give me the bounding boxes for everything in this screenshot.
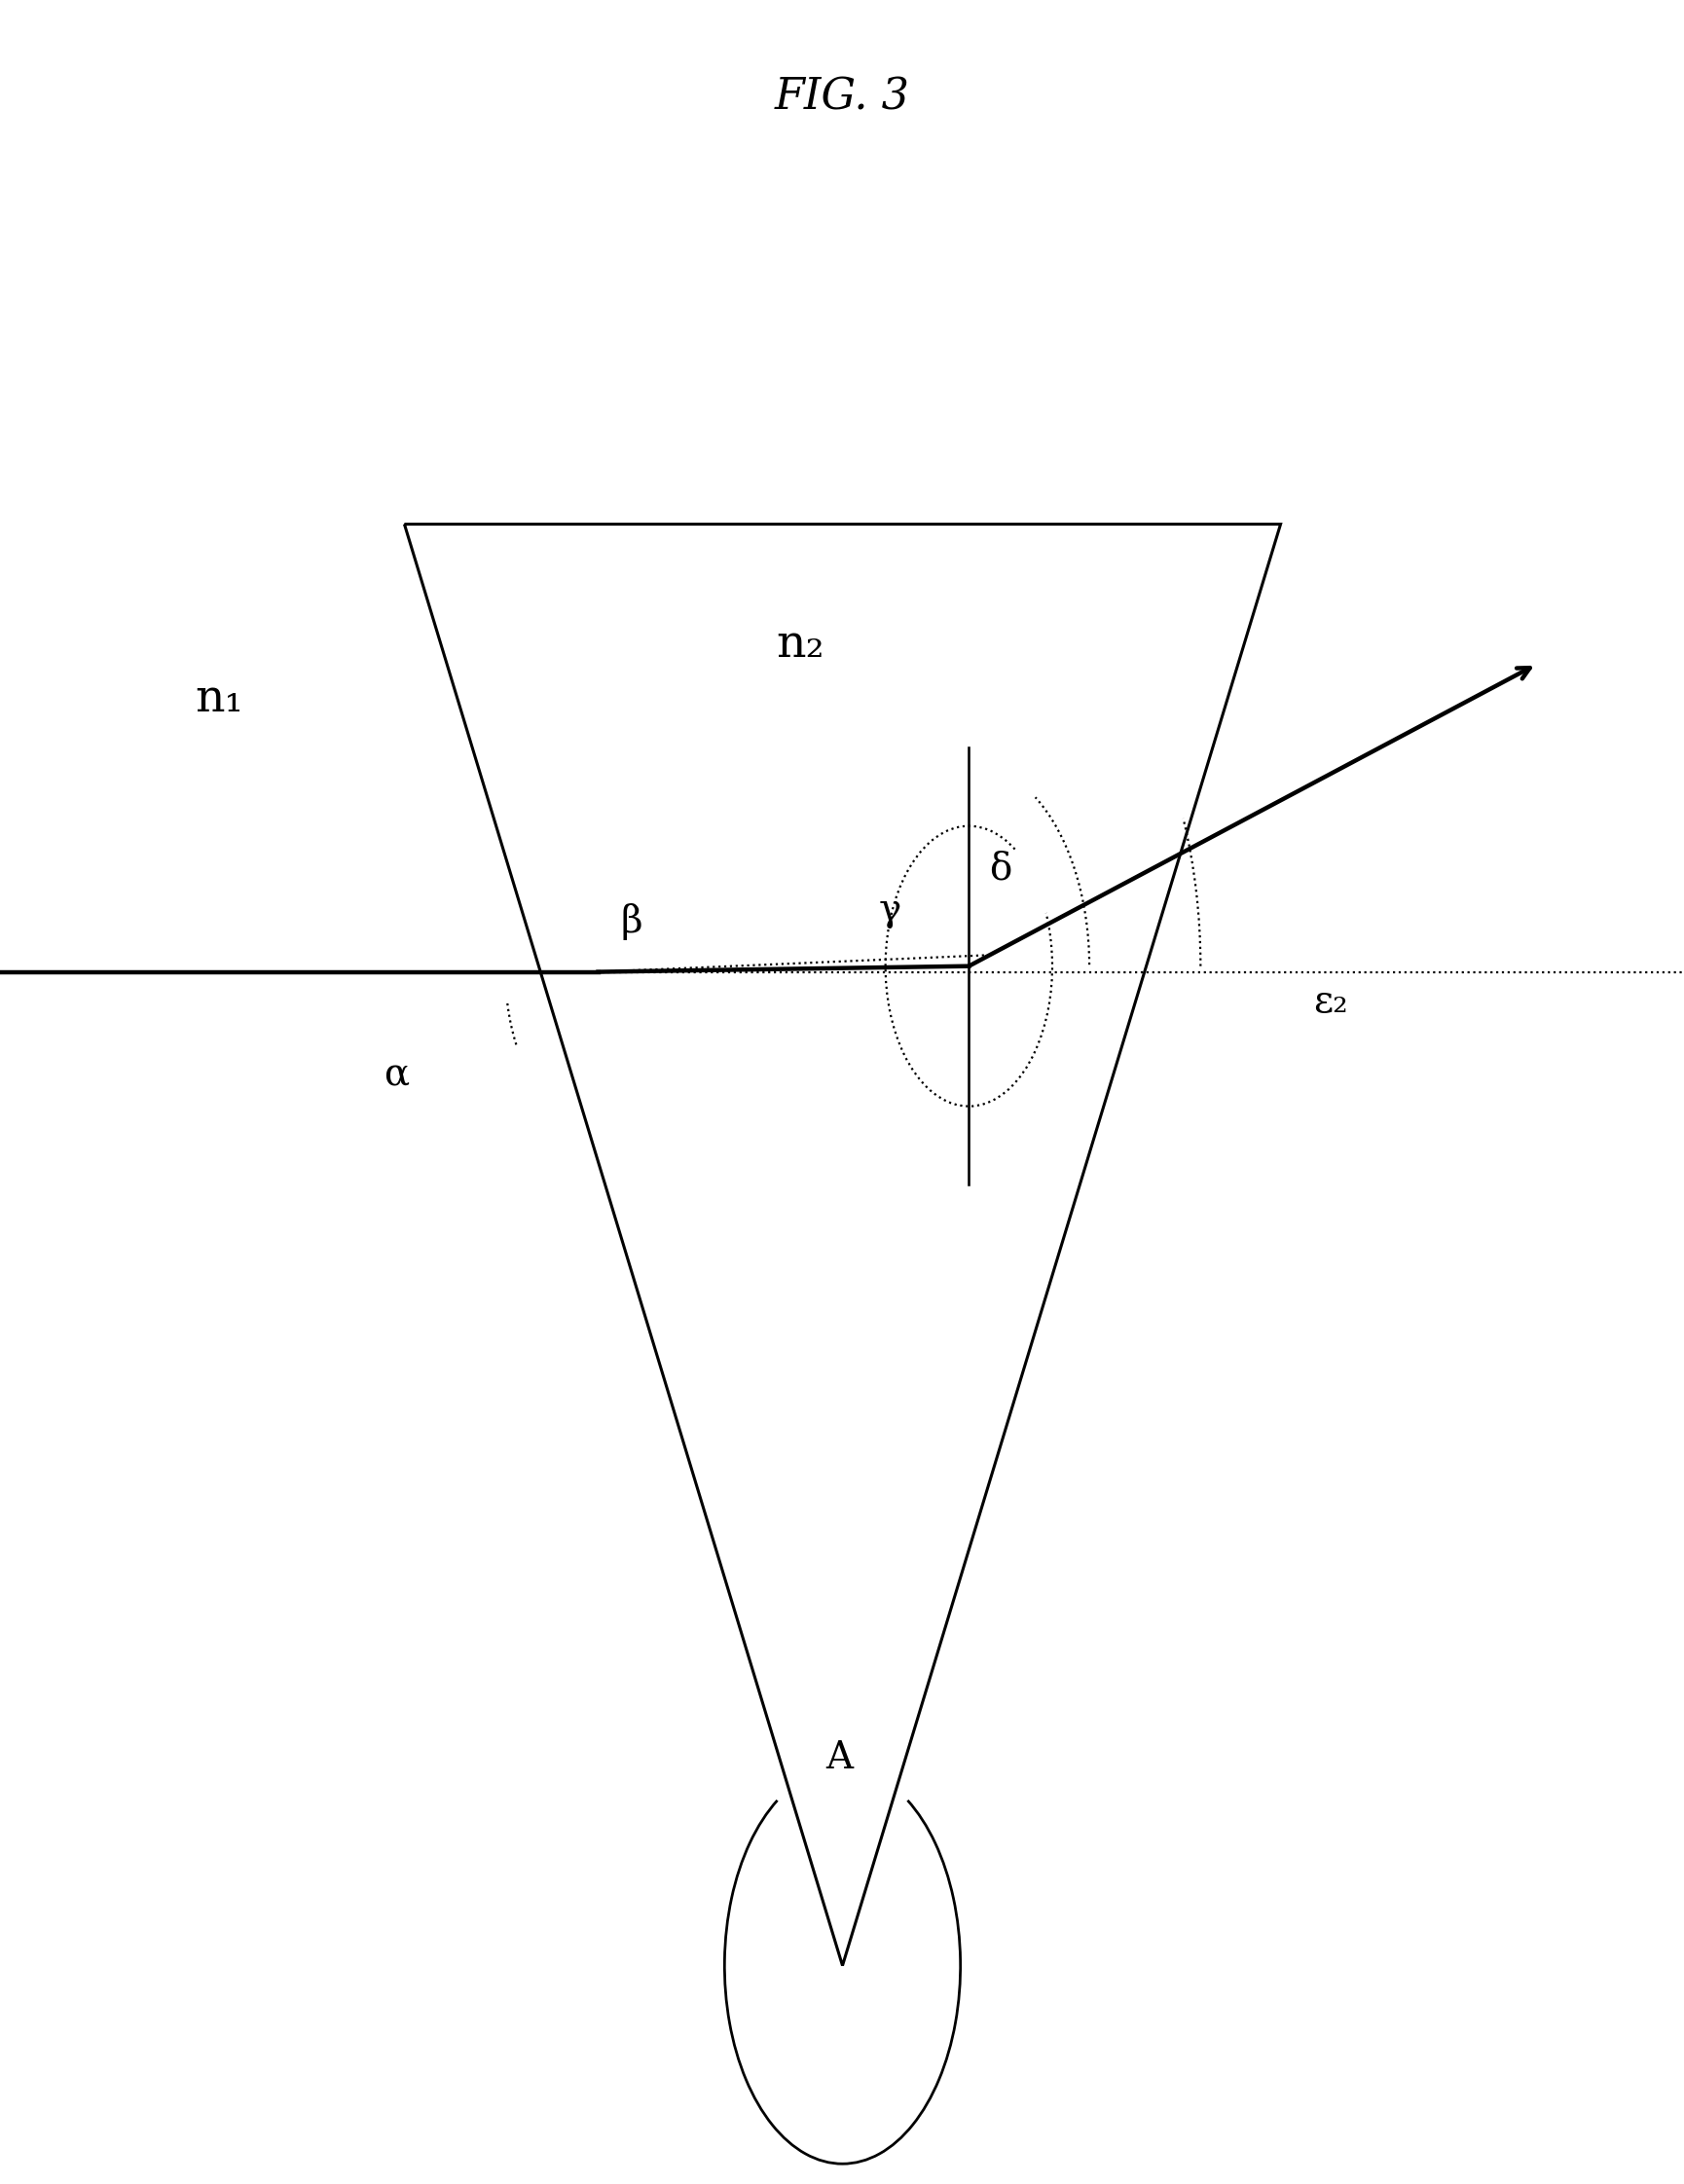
Text: n₂: n₂ [776, 622, 823, 666]
Text: FIG. 3: FIG. 3 [775, 76, 909, 118]
Text: δ: δ [989, 852, 1012, 887]
Text: α: α [382, 1057, 409, 1092]
Text: n₁: n₁ [195, 677, 242, 721]
Text: A: A [825, 1741, 852, 1776]
Text: ε₂: ε₂ [1314, 985, 1347, 1020]
Text: β: β [620, 904, 643, 939]
Text: γ: γ [877, 893, 901, 928]
